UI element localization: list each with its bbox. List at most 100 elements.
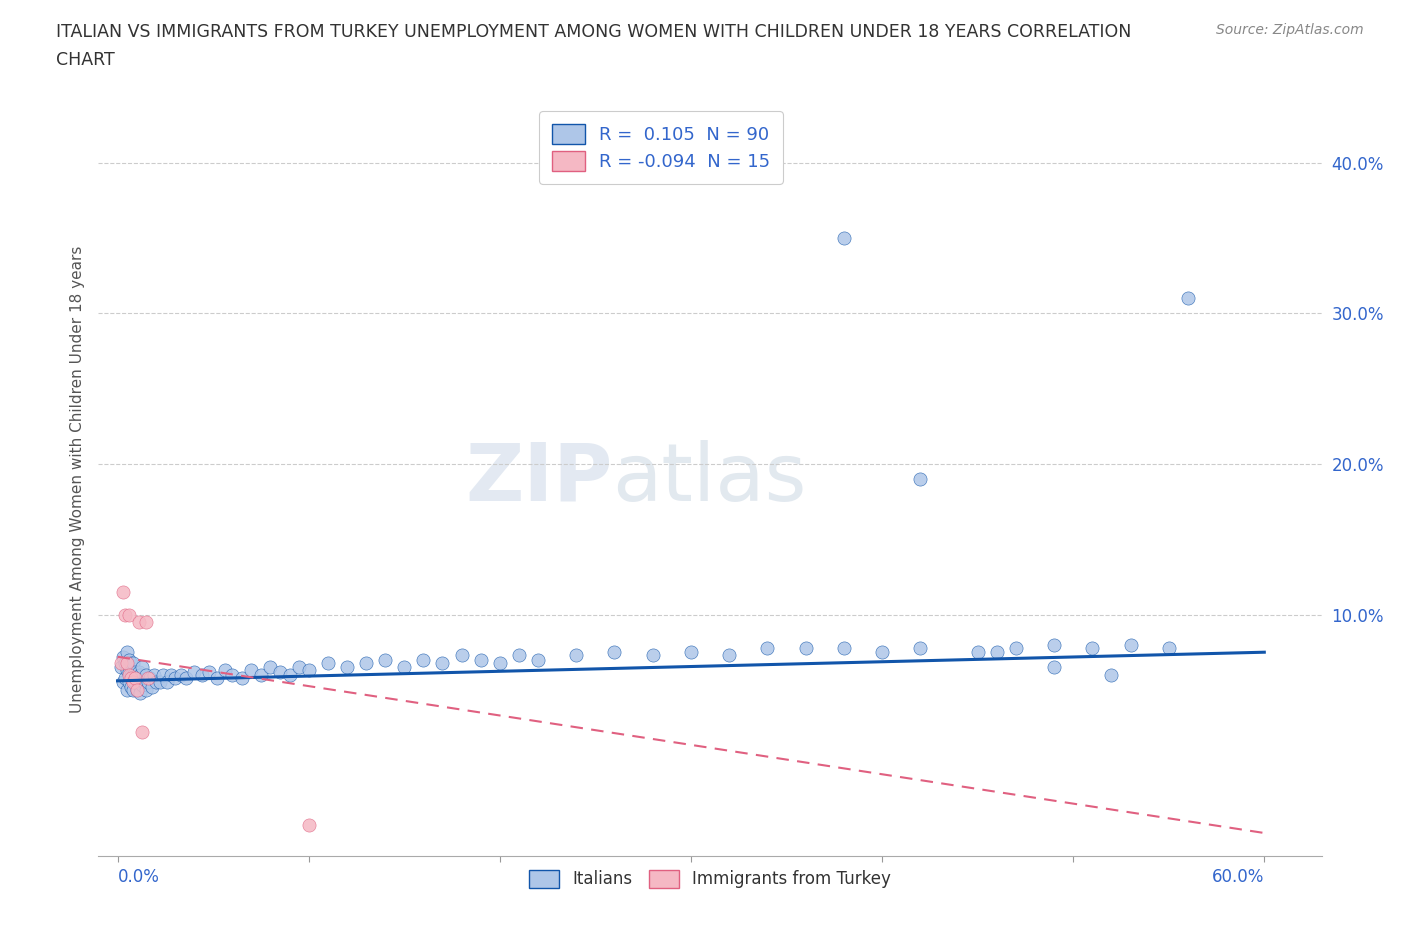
Point xyxy=(124,664,146,679)
Point xyxy=(870,644,893,659)
Point xyxy=(110,660,132,675)
Point xyxy=(1043,660,1066,675)
Point xyxy=(112,649,135,664)
Point xyxy=(110,656,132,671)
Point xyxy=(124,671,146,685)
Point xyxy=(298,663,321,678)
Point xyxy=(114,656,136,671)
Text: Source: ZipAtlas.com: Source: ZipAtlas.com xyxy=(1216,23,1364,37)
Point xyxy=(152,668,174,683)
Point xyxy=(1004,640,1026,655)
Point xyxy=(115,663,138,678)
Point xyxy=(149,675,172,690)
Point xyxy=(1119,637,1142,652)
Point xyxy=(135,683,157,698)
Point xyxy=(129,685,152,700)
Point xyxy=(205,671,228,685)
Point xyxy=(986,644,1008,659)
Point xyxy=(128,678,150,693)
Point xyxy=(120,668,142,683)
Point xyxy=(508,648,530,663)
Point xyxy=(118,607,141,622)
Point xyxy=(160,668,183,683)
Text: CHART: CHART xyxy=(56,51,115,69)
Point xyxy=(527,652,550,667)
Point xyxy=(641,648,664,663)
Point xyxy=(131,660,153,675)
Point xyxy=(1043,637,1066,652)
Point xyxy=(240,663,263,678)
Point xyxy=(231,671,253,685)
Point xyxy=(131,724,153,739)
Point xyxy=(450,648,472,663)
Point xyxy=(135,668,157,683)
Point xyxy=(169,668,191,683)
Point xyxy=(112,585,135,600)
Point xyxy=(118,652,141,667)
Point xyxy=(121,675,143,690)
Point xyxy=(1157,640,1180,655)
Point xyxy=(910,472,932,486)
Point xyxy=(118,675,141,690)
Point xyxy=(136,671,159,685)
Point xyxy=(288,660,311,675)
Point xyxy=(336,660,359,675)
Point xyxy=(354,656,377,671)
Point xyxy=(565,648,588,663)
Point xyxy=(718,648,741,663)
Point xyxy=(756,640,779,655)
Point xyxy=(156,675,179,690)
Point xyxy=(115,683,138,698)
Point xyxy=(135,615,157,630)
Point xyxy=(139,671,162,685)
Point xyxy=(118,664,141,679)
Point xyxy=(114,607,136,622)
Point xyxy=(124,675,146,690)
Point xyxy=(131,678,153,693)
Point xyxy=(163,671,186,685)
Point xyxy=(118,668,141,683)
Point xyxy=(190,668,212,683)
Point xyxy=(250,668,273,683)
Point xyxy=(125,683,148,698)
Point xyxy=(412,652,434,667)
Point xyxy=(129,668,152,683)
Point xyxy=(134,675,156,690)
Point xyxy=(1081,640,1104,655)
Point xyxy=(1099,668,1122,683)
Text: 60.0%: 60.0% xyxy=(1212,868,1264,885)
Point xyxy=(141,680,163,695)
Point xyxy=(128,664,150,679)
Point xyxy=(259,660,281,675)
Point xyxy=(136,675,159,690)
Point xyxy=(832,231,855,246)
Point xyxy=(128,615,150,630)
Point xyxy=(679,644,702,659)
Point xyxy=(125,683,148,698)
Point xyxy=(910,640,932,655)
Text: 0.0%: 0.0% xyxy=(118,868,159,885)
Point xyxy=(121,683,143,698)
Point xyxy=(392,660,415,675)
Point xyxy=(316,656,339,671)
Point xyxy=(142,668,165,683)
Text: ZIP: ZIP xyxy=(465,440,612,518)
Text: atlas: atlas xyxy=(612,440,807,518)
Point xyxy=(832,640,855,655)
Point xyxy=(112,675,135,690)
Point xyxy=(183,664,205,679)
Point xyxy=(374,652,396,667)
Point xyxy=(121,656,143,671)
Point xyxy=(120,680,142,695)
Point xyxy=(488,656,510,671)
Point xyxy=(298,818,321,833)
Point xyxy=(114,671,136,685)
Point xyxy=(794,640,817,655)
Point xyxy=(269,664,291,679)
Point xyxy=(120,656,142,671)
Point xyxy=(470,652,492,667)
Point xyxy=(214,663,236,678)
Point xyxy=(145,675,167,690)
Point xyxy=(121,668,143,683)
Point xyxy=(115,644,138,659)
